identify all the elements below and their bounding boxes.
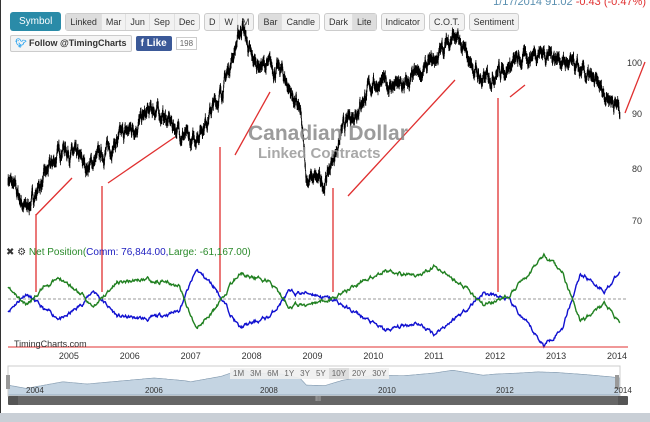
zoom-1m[interactable]: 1M xyxy=(233,369,245,378)
contract-jun[interactable]: Jun xyxy=(126,13,150,30)
chart-frame xyxy=(0,0,1,413)
zoom-30y[interactable]: 30Y xyxy=(372,369,387,378)
x-tick-label: 2005 xyxy=(58,351,79,361)
x-tick-label: 2011 xyxy=(424,351,444,361)
trend-line xyxy=(107,136,176,184)
y-tick-label: 100 xyxy=(626,58,642,68)
x-tick-label: 2007 xyxy=(180,351,201,361)
zoom-3m[interactable]: 3M xyxy=(250,369,262,378)
chart-canvas[interactable] xyxy=(0,0,650,413)
contract-group: Linked Mar Jun Sep Dec xyxy=(65,12,200,31)
zoom-1y[interactable]: 1Y xyxy=(284,369,295,378)
x-tick-label: 2006 xyxy=(119,351,140,361)
social-bar: 🐦︎ Follow @TimingCharts f Like 198 xyxy=(10,35,198,52)
x-tick-label: 2009 xyxy=(302,351,323,361)
indicator-button[interactable]: Indicator xyxy=(385,16,421,27)
style-candle[interactable]: Candle xyxy=(286,16,315,27)
contract-linked[interactable]: Linked xyxy=(66,13,102,30)
trend-line xyxy=(347,79,456,197)
theme-group: Dark Lite xyxy=(323,12,377,31)
chart-title-watermark: Canadian Dollar xyxy=(248,122,408,145)
navigator-area xyxy=(7,369,621,396)
zoom-6m[interactable]: 6M xyxy=(267,369,279,378)
price-series xyxy=(7,18,621,216)
x-tick-label: 2008 xyxy=(241,351,262,361)
contract-mar[interactable]: Mar xyxy=(102,13,127,30)
taskbar xyxy=(0,413,650,422)
cot-button[interactable]: C.O.T. xyxy=(434,16,460,27)
period-monthly[interactable]: M xyxy=(241,16,250,27)
twitter-bird-icon: 🐦︎ xyxy=(15,38,27,48)
watermark: TimingCharts.com xyxy=(14,339,87,349)
theme-lite[interactable]: Lite xyxy=(353,13,376,30)
navigator-scrollbar[interactable]: III xyxy=(8,396,628,405)
x-tick-label: 2013 xyxy=(546,351,567,361)
y-tick-label: 90 xyxy=(631,109,642,119)
y-tick-label: 80 xyxy=(631,164,642,174)
x-tick-label: 2014 xyxy=(606,351,627,361)
trend-line xyxy=(234,91,271,156)
twitter-follow-button[interactable]: 🐦︎ Follow @TimingCharts xyxy=(10,35,132,52)
x-tick-label: 2012 xyxy=(485,351,506,361)
x-tick-label: 2010 xyxy=(363,351,384,361)
zoom-10y[interactable]: 10Y xyxy=(328,368,349,379)
trend-line xyxy=(624,61,646,114)
navigator-handle-left xyxy=(6,375,10,389)
sentiment-button[interactable]: Sentiment xyxy=(473,16,515,27)
contract-sep[interactable]: Sep xyxy=(150,13,175,30)
settings-gear-icon[interactable]: ⚙ xyxy=(17,247,27,258)
zoom-20y[interactable]: 20Y xyxy=(352,369,367,378)
chart-subtitle-watermark: Linked Contracts xyxy=(258,145,381,162)
large-series xyxy=(7,252,621,330)
scrollbar-thumb[interactable]: III xyxy=(18,396,618,405)
facebook-icon: f xyxy=(140,38,144,49)
trend-line xyxy=(509,84,526,98)
zoom-3y[interactable]: 3Y xyxy=(300,369,310,378)
contract-dec[interactable]: Dec xyxy=(178,16,195,27)
trend-line xyxy=(35,177,73,216)
like-count: 198 xyxy=(175,37,198,50)
navigator-handle-right xyxy=(615,375,619,389)
cot-legend: ✖ ⚙ Net Position(Comm: 76,844.00,Large: … xyxy=(6,247,251,258)
quote-readout: 1/17/2014 91.02 -0.43 (-0.47%) xyxy=(493,0,646,8)
period-weekly[interactable]: W xyxy=(220,13,238,30)
period-daily[interactable]: D xyxy=(205,13,221,30)
facebook-like-button[interactable]: f Like xyxy=(135,36,172,51)
close-indicator-icon[interactable]: ✖ xyxy=(6,247,15,258)
symbol-button[interactable]: Symbol xyxy=(10,12,62,31)
y-tick-label: 70 xyxy=(631,216,642,226)
style-group: Bar Candle xyxy=(258,12,320,31)
zoom-5y[interactable]: 5Y xyxy=(315,369,326,378)
theme-dark[interactable]: Dark xyxy=(325,13,353,30)
comm-series xyxy=(7,268,621,349)
zoom-selector: 1M 3M 6M 1Y 3Y 5Y 10Y 20Y 30Y xyxy=(230,368,390,379)
style-bar[interactable]: Bar xyxy=(259,13,283,30)
